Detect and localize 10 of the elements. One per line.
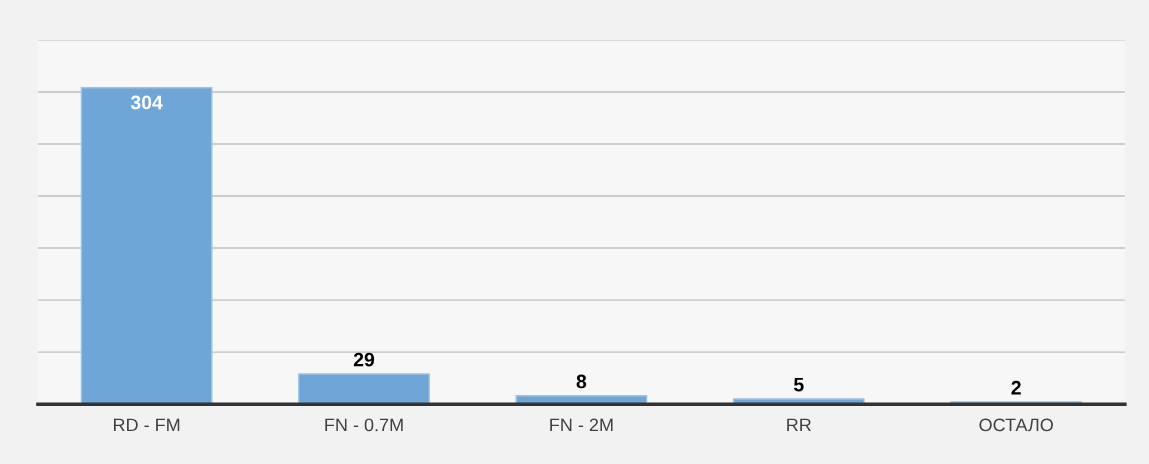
- x-tick-label: FN - 2M: [550, 418, 613, 432]
- x-tick-label: RD - FM: [114, 418, 180, 432]
- data-label: 29: [353, 352, 375, 367]
- data-label: 2: [1011, 380, 1021, 395]
- data-label: 8: [576, 374, 587, 389]
- data-label: 304: [130, 95, 163, 110]
- x-tick-label: ОСТАЛО: [979, 418, 1053, 432]
- data-label: 5: [793, 377, 804, 392]
- x-tick-label: RR: [787, 418, 811, 432]
- x-tick-label: FN - 0.7M: [325, 418, 403, 432]
